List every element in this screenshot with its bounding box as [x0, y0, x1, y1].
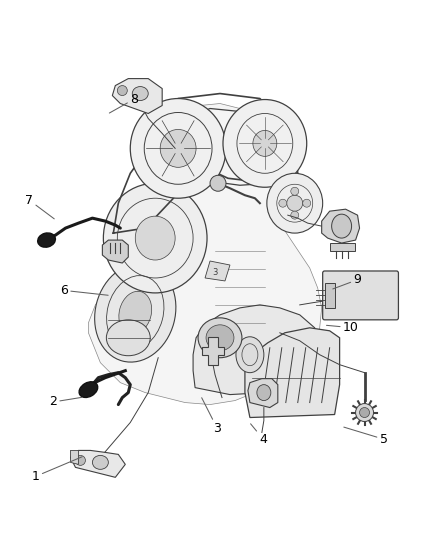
Ellipse shape: [103, 183, 207, 293]
Polygon shape: [321, 209, 359, 243]
Ellipse shape: [331, 214, 351, 238]
Ellipse shape: [135, 216, 175, 260]
Ellipse shape: [252, 131, 276, 156]
Ellipse shape: [266, 173, 322, 233]
Text: 1: 1: [32, 457, 82, 483]
Polygon shape: [201, 337, 223, 365]
Text: 6: 6: [60, 284, 108, 297]
Ellipse shape: [160, 130, 196, 167]
Ellipse shape: [359, 408, 369, 417]
Polygon shape: [71, 450, 125, 478]
Ellipse shape: [130, 99, 226, 198]
Text: 7: 7: [25, 193, 54, 219]
Ellipse shape: [290, 187, 298, 195]
Polygon shape: [324, 283, 334, 308]
Text: 3: 3: [201, 398, 221, 435]
Text: 4: 4: [250, 424, 267, 446]
Ellipse shape: [302, 199, 310, 207]
Text: 9: 9: [332, 273, 360, 289]
Ellipse shape: [223, 100, 306, 187]
Ellipse shape: [106, 320, 150, 356]
Polygon shape: [112, 78, 162, 114]
Polygon shape: [71, 450, 78, 464]
Polygon shape: [102, 240, 128, 263]
Polygon shape: [244, 328, 339, 417]
Ellipse shape: [355, 403, 373, 422]
Polygon shape: [329, 243, 354, 251]
Ellipse shape: [235, 337, 263, 373]
Polygon shape: [247, 378, 277, 408]
Polygon shape: [205, 261, 230, 281]
Ellipse shape: [117, 86, 127, 95]
Ellipse shape: [290, 211, 298, 219]
Ellipse shape: [75, 455, 85, 465]
Ellipse shape: [209, 175, 226, 191]
Ellipse shape: [79, 382, 98, 398]
Ellipse shape: [286, 195, 302, 211]
Ellipse shape: [205, 325, 233, 351]
Text: 5: 5: [343, 427, 387, 446]
Ellipse shape: [132, 86, 148, 101]
Ellipse shape: [198, 318, 241, 358]
Ellipse shape: [92, 455, 108, 470]
Ellipse shape: [256, 385, 270, 401]
FancyBboxPatch shape: [322, 271, 398, 320]
Ellipse shape: [95, 264, 176, 362]
Ellipse shape: [38, 233, 55, 247]
Polygon shape: [88, 103, 321, 405]
Polygon shape: [193, 305, 319, 394]
Ellipse shape: [119, 291, 152, 334]
Text: 2: 2: [49, 395, 82, 408]
Text: 8: 8: [109, 93, 138, 113]
Text: 10: 10: [326, 321, 358, 334]
Text: 3: 3: [212, 269, 217, 278]
Ellipse shape: [278, 199, 286, 207]
